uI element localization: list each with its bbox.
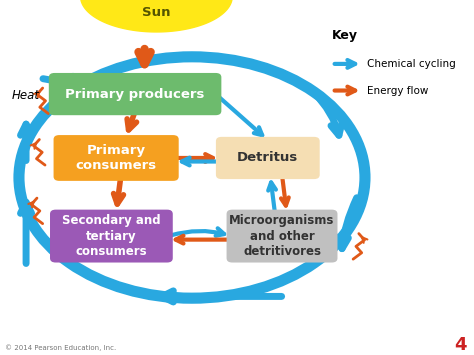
Text: Detritus: Detritus [237,152,299,164]
Text: Microorganisms
and other
detritivores: Microorganisms and other detritivores [229,214,335,258]
Text: Secondary and
tertiary
consumers: Secondary and tertiary consumers [62,214,161,258]
Text: Heat: Heat [12,89,40,102]
FancyBboxPatch shape [50,209,173,263]
FancyBboxPatch shape [49,73,221,115]
Text: Primary producers: Primary producers [65,88,205,100]
Text: Energy flow: Energy flow [367,86,428,95]
Text: 4: 4 [455,336,467,354]
Text: Primary
consumers: Primary consumers [75,144,157,172]
Polygon shape [81,0,232,32]
FancyBboxPatch shape [54,135,179,181]
FancyBboxPatch shape [227,209,337,263]
FancyBboxPatch shape [216,137,319,179]
Text: Key: Key [332,29,358,42]
Text: © 2014 Pearson Education, Inc.: © 2014 Pearson Education, Inc. [5,344,116,351]
Text: Sun: Sun [142,6,171,19]
Text: Chemical cycling: Chemical cycling [367,59,456,69]
